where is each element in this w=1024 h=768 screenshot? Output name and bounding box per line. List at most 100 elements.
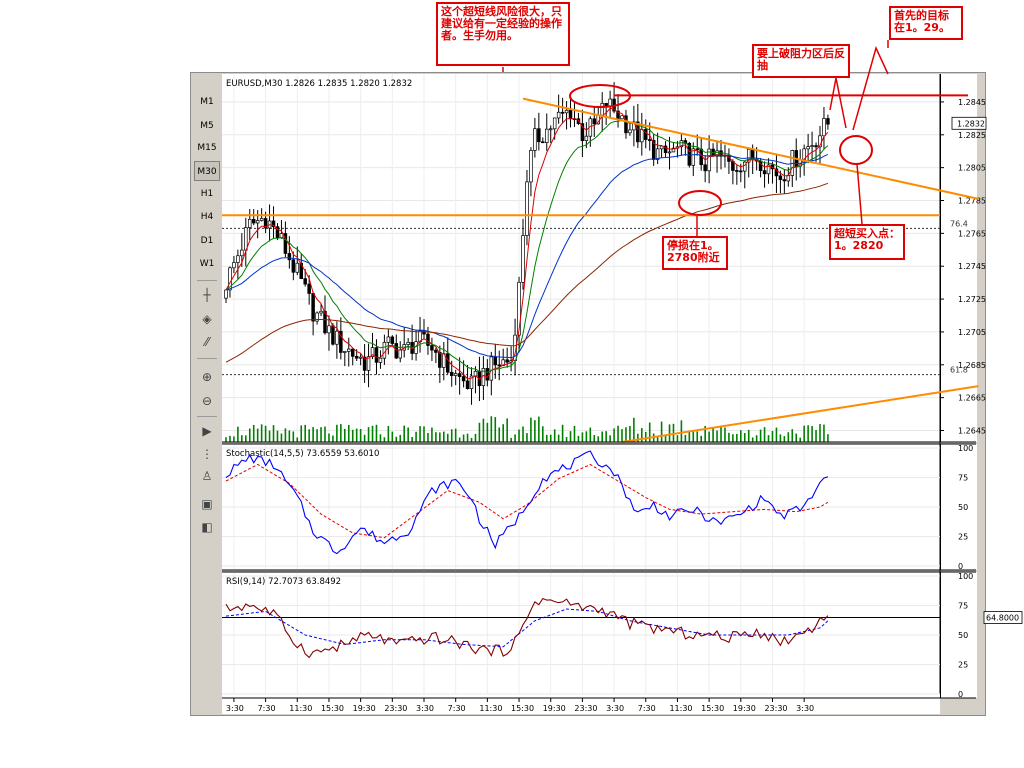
candle-body (679, 140, 684, 148)
time-tick-label: 15:30 (511, 704, 534, 713)
moving-average-line (225, 153, 829, 359)
chart-window-icon[interactable]: ▣ (201, 497, 213, 511)
timeframe-w1-button[interactable]: W1 (199, 259, 215, 269)
candle-body (707, 148, 711, 172)
candle-body (644, 129, 648, 140)
target-pointer (852, 45, 889, 131)
current-price-label: 1.2832 (957, 119, 985, 128)
candle-body (311, 293, 315, 322)
timeframe-m1-button[interactable]: M1 (200, 97, 214, 107)
candle-body (592, 118, 597, 125)
candle-body (366, 356, 371, 371)
time-tick-label: 11:30 (479, 704, 502, 713)
candle-body (414, 341, 418, 354)
fib-level-label: 61.8 (950, 366, 968, 375)
candle-body (529, 150, 533, 183)
time-tick-label: 15:30 (321, 704, 344, 713)
breakout-pointer (829, 77, 847, 129)
rsi-tick-label: 50 (958, 631, 968, 640)
candle-body (810, 145, 814, 147)
candle-body (327, 325, 331, 334)
price-tick-label: 1.2705 (958, 328, 986, 337)
candle-body (687, 142, 692, 166)
rsi-tick-label: 25 (958, 661, 968, 670)
time-tick-label: 19:30 (353, 704, 376, 713)
breakout-annotation: 要上破阻力区后反抽 (752, 44, 850, 78)
candle-body (343, 351, 347, 353)
timeframe-h1-button[interactable]: H1 (200, 189, 214, 199)
timeframe-m30-button[interactable]: M30 (194, 161, 220, 181)
time-tick-label: 3:30 (416, 704, 434, 713)
candle-body (624, 115, 628, 134)
timeframe-m5-button[interactable]: M5 (200, 121, 214, 131)
candle-body (299, 262, 303, 279)
candle-body (354, 355, 359, 359)
stochastic-scale (940, 444, 977, 570)
stochastic-tick-label: 0 (958, 562, 963, 571)
rsi-level-label: 64.8000 (986, 614, 1019, 623)
candle-body (806, 146, 810, 150)
candle-body (537, 128, 541, 143)
candle-body (691, 148, 696, 166)
candle-body (275, 226, 280, 239)
text-icon[interactable]: ⁄⁄ (204, 335, 209, 349)
crosshair-icon[interactable]: ┼ (203, 288, 211, 302)
time-tick-label: 11:30 (669, 704, 692, 713)
candle-body (422, 330, 426, 335)
rsi-signal-line (225, 608, 829, 648)
timeframe-m15-button[interactable]: M15 (197, 143, 217, 153)
candle-body (782, 179, 787, 182)
rsi-main-line (225, 597, 829, 659)
candle-body (746, 148, 751, 163)
horizontal-line-icon[interactable]: ◈ (202, 312, 212, 326)
candle-body (545, 128, 549, 143)
time-tick-label: 7:30 (258, 704, 276, 713)
candle-body (457, 373, 462, 377)
template-icon[interactable]: ♙ (201, 469, 213, 483)
candle-body (430, 345, 434, 351)
candle-body (449, 371, 454, 376)
candle-body (465, 380, 470, 390)
tile-windows-icon[interactable]: ◧ (201, 520, 213, 534)
candle-body (295, 262, 300, 273)
time-tick-label: 23:30 (574, 704, 597, 713)
candle-body (228, 267, 232, 291)
moving-average-line (225, 182, 829, 363)
candle-body (362, 356, 367, 371)
candle-body (667, 151, 672, 154)
candle-body (374, 347, 379, 363)
candle-body (303, 278, 307, 285)
candle-body (370, 347, 375, 357)
candle-body (762, 170, 767, 175)
candle-body (568, 109, 573, 120)
candle-body (291, 259, 296, 273)
candle-body (307, 283, 311, 294)
time-tick-label: 19:30 (543, 704, 566, 713)
time-tick-label: 7:30 (638, 704, 656, 713)
candle-body (319, 310, 323, 314)
candle-body (394, 343, 399, 359)
zoom-out-icon[interactable]: ⊖ (201, 394, 213, 408)
candles (224, 82, 830, 405)
candle-body (382, 342, 387, 359)
candle-body (347, 348, 351, 352)
period-separator-icon[interactable]: ⋮ (201, 447, 213, 461)
zoom-in-icon[interactable]: ⊕ (201, 370, 213, 384)
stochastic-tick-label: 25 (958, 533, 968, 542)
time-tick-label: 19:30 (733, 704, 756, 713)
candle-body (244, 227, 248, 251)
timeframe-d1-button[interactable]: D1 (200, 236, 214, 246)
timeframe-h4-button[interactable]: H4 (200, 212, 214, 222)
candle-body (505, 359, 509, 363)
toolbar-separator (197, 416, 217, 417)
candle-body (695, 148, 699, 151)
time-tick-label: 11:30 (289, 704, 312, 713)
candle-body (232, 262, 236, 269)
moving-average-line (225, 107, 829, 380)
scroll-icon[interactable]: ▶ (202, 424, 212, 438)
candle-body (600, 103, 604, 116)
rsi-tick-label: 0 (958, 690, 963, 699)
candle-body (251, 218, 256, 224)
stochastic-main-line (225, 450, 829, 555)
candle-body (655, 148, 660, 160)
